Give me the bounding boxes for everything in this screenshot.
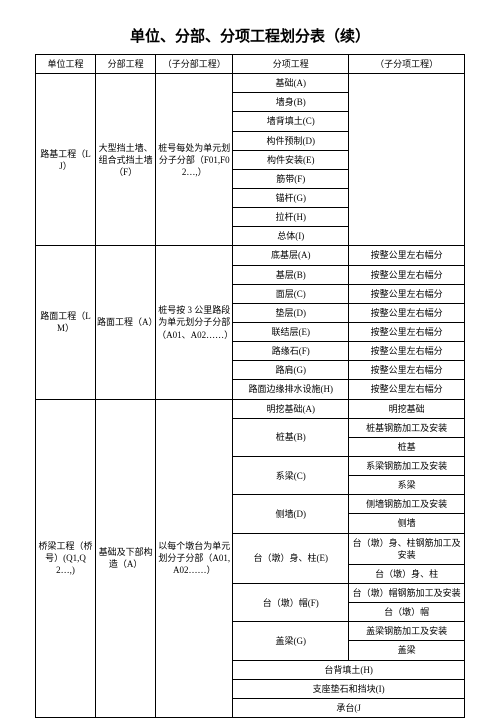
s2-part: 路面工程（A） [96, 246, 156, 399]
cell: 按整公里左右幅分 [349, 303, 465, 322]
s3-sub: 以每个墩台为单元划分子分部（A01,A02……） [156, 399, 233, 717]
cell: 底基层(A) [233, 246, 349, 265]
cell: 按整公里左右幅分 [349, 361, 465, 380]
cell: 支座垫石和挡块(I) [233, 679, 465, 698]
cell: 明挖基础 [349, 399, 465, 418]
h-subitem: （子分项工程） [349, 55, 465, 74]
cell: 按整公里左右幅分 [349, 342, 465, 361]
cell: 拉杆(H) [233, 208, 349, 227]
cell: 台（墩）帽钢筋加工及安装 [349, 583, 465, 602]
cell: 总体(I) [233, 227, 349, 246]
cell: 基础(A) [233, 74, 349, 93]
header-row: 单位工程 分部工程 （子分部工程） 分项工程 （子分项工程） [36, 55, 465, 74]
h-part: 分部工程 [96, 55, 156, 74]
cell: 系梁钢筋加工及安装 [349, 456, 465, 475]
cell: 路缘石(F) [233, 342, 349, 361]
cell: 侧墙 [349, 514, 465, 533]
division-table: 单位工程 分部工程 （子分部工程） 分项工程 （子分项工程） 路基工程（LJ） … [35, 54, 465, 718]
cell: 面层(C) [233, 284, 349, 303]
cell: 桩基钢筋加工及安装 [349, 418, 465, 437]
s2-sub: 桩号按 3 公里路段为单元划分子分部（A01、A02……） [156, 246, 233, 399]
cell: 系梁 [349, 476, 465, 495]
s1-part: 大型挡土墙、组合式挡土墙（F） [96, 74, 156, 246]
cell: 盖梁钢筋加工及安装 [349, 622, 465, 641]
s3-part: 基础及下部构造（A） [96, 399, 156, 717]
cell: 台（墩）身、柱 [349, 564, 465, 583]
h-unit: 单位工程 [36, 55, 96, 74]
cell: 明挖基础(A) [233, 399, 349, 418]
cell: 侧墙钢筋加工及安装 [349, 495, 465, 514]
cell: 桩基 [349, 437, 465, 456]
cell: 路面边缘排水设施(H) [233, 380, 349, 399]
cell: 系梁(C) [233, 456, 349, 494]
cell: 构件安装(E) [233, 150, 349, 169]
cell: 按整公里左右幅分 [349, 265, 465, 284]
h-sub: （子分部工程） [156, 55, 233, 74]
cell: 墙背填土(C) [233, 112, 349, 131]
cell: 按整公里左右幅分 [349, 322, 465, 341]
s1-sub: 桩号每处为单元划分子分部（F01,F02…,） [156, 74, 233, 246]
cell: 按整公里左右幅分 [349, 284, 465, 303]
cell: 盖梁 [349, 641, 465, 660]
cell: 构件预制(D) [233, 131, 349, 150]
cell: 台（墩）帽 [349, 603, 465, 622]
cell: 按整公里左右幅分 [349, 246, 465, 265]
cell: 基层(B) [233, 265, 349, 284]
cell: 路肩(G) [233, 361, 349, 380]
cell: 墙身(B) [233, 93, 349, 112]
cell: 桩基(B) [233, 418, 349, 456]
h-item: 分项工程 [233, 55, 349, 74]
cell [349, 74, 465, 246]
cell: 盖梁(G) [233, 622, 349, 660]
cell: 台（墩）帽(F) [233, 583, 349, 621]
cell: 联结层(E) [233, 322, 349, 341]
page-title: 单位、分部、分项工程划分表（续） [35, 25, 465, 46]
s2-unit: 路面工程（LM） [36, 246, 96, 399]
cell: 台（墩）身、柱钢筋加工及安装 [349, 533, 465, 564]
cell: 台背填土(H) [233, 660, 465, 679]
cell: 承台(J [233, 698, 465, 717]
cell: 锚杆(G) [233, 188, 349, 207]
s3-unit: 桥梁工程（桥号）(Q1,Q2…,) [36, 399, 96, 717]
cell: 筋带(F) [233, 169, 349, 188]
s1-unit: 路基工程（LJ） [36, 74, 96, 246]
cell: 按整公里左右幅分 [349, 380, 465, 399]
cell: 侧墙(D) [233, 495, 349, 533]
cell: 垫层(D) [233, 303, 349, 322]
cell: 台（墩）身、柱(E) [233, 533, 349, 583]
